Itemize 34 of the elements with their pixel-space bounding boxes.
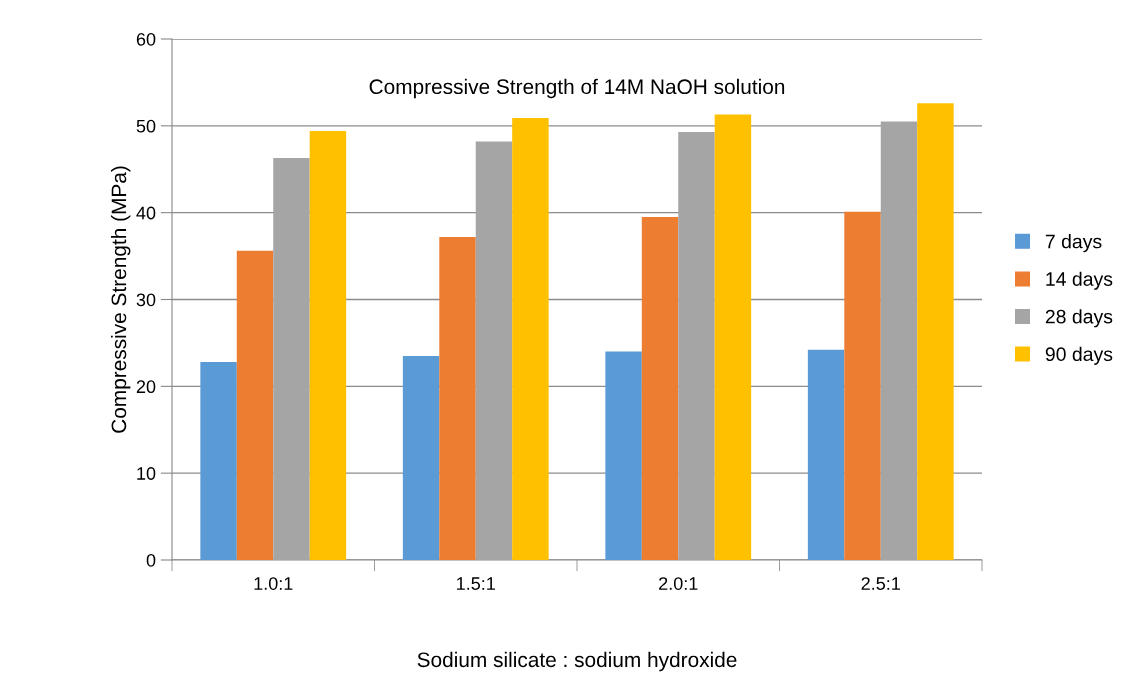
bar (917, 103, 954, 560)
legend-label: 7 days (1045, 234, 1102, 253)
y-tick-label: 0 (146, 553, 156, 567)
legend-label: 14 days (1046, 271, 1113, 290)
x-tick-label: 1.0:1 (254, 577, 293, 590)
bar (641, 217, 679, 560)
bar (880, 121, 918, 560)
y-tick-label: 40 (136, 206, 156, 220)
x-tick-label: 1.5:1 (457, 577, 495, 590)
bar (678, 131, 715, 560)
bar (236, 250, 274, 560)
x-tick-label: 2.5:1 (861, 577, 900, 590)
y-tick-label: 10 (137, 467, 156, 480)
x-axis-title: Sodium silicate : sodium hydroxide (417, 651, 737, 672)
bar (605, 351, 642, 560)
bar (512, 118, 549, 560)
bar (402, 355, 440, 560)
text: Compressive Strength of 14M NaOH solution (369, 78, 785, 99)
x-tick-label: 2.0:1 (659, 577, 698, 590)
bar (714, 114, 752, 560)
bar (273, 157, 310, 560)
bar (439, 236, 476, 560)
bar (475, 141, 513, 560)
legend-label: 90 days (1045, 346, 1113, 365)
bar (844, 211, 881, 560)
legend-label: 28 days (1045, 309, 1113, 328)
bar (309, 131, 347, 560)
bar (200, 362, 237, 560)
y-tick-label: 30 (136, 293, 156, 307)
y-tick-label: 50 (136, 119, 156, 133)
y-tick-label: 60 (136, 32, 156, 46)
bar (807, 349, 845, 560)
y-axis-title: Compressive Strength (MPa) (110, 166, 131, 433)
y-tick-label: 20 (136, 380, 156, 394)
